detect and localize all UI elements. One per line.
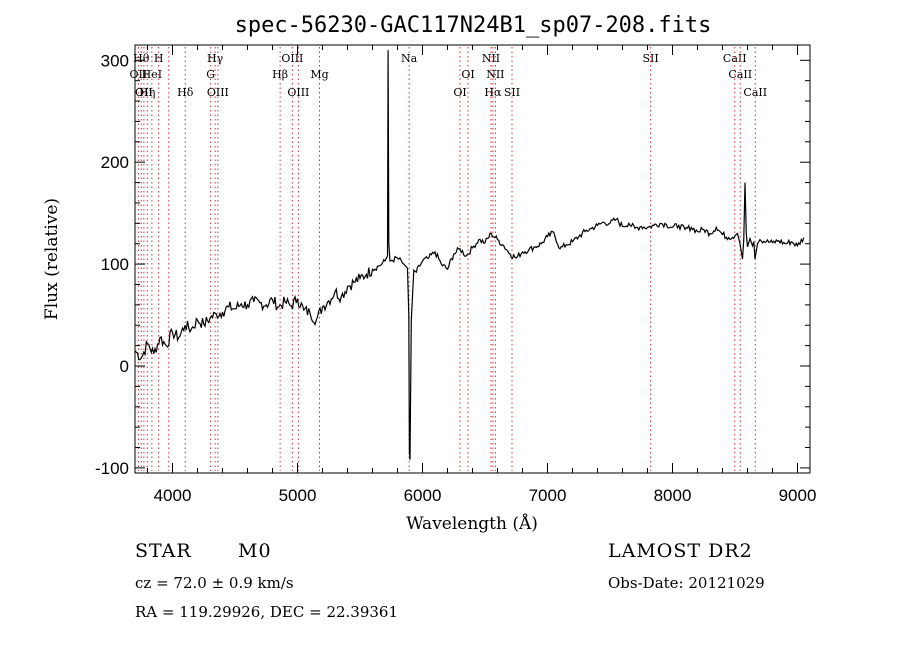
line-label: Hδ <box>177 86 194 99</box>
line-label: CaII <box>723 52 747 65</box>
line-label: Hα <box>484 86 502 99</box>
observation-date: Obs-Date: 20121029 <box>608 574 765 592</box>
spectrum-line <box>134 50 805 460</box>
spectral-subclass: M0 <box>238 540 272 562</box>
x-tick-label: 4000 <box>154 486 192 505</box>
line-label: OIII <box>287 86 309 99</box>
survey-name: LAMOST DR2 <box>608 540 753 562</box>
x-tick-label: 5000 <box>279 486 317 505</box>
line-label: Hβ <box>272 68 288 81</box>
axis-ticks: 4000 5000 6000 7000 8000 9000 -100 0 100 200 300 <box>95 45 816 505</box>
plot-frame <box>134 44 811 474</box>
line-label: OII <box>135 86 153 99</box>
x-axis-label: Wavelength (Å) <box>406 513 538 534</box>
emission-line-markers: OIIHθOIIHηHeIHHδGHγOIIIHβOIIIOIIIMgNaOIO… <box>130 47 767 471</box>
line-label: CaII <box>728 68 752 81</box>
spectrum-chart: spec-56230-GAC117N24B1_sp07-208.fits OII… <box>42 13 816 534</box>
line-label: OIII <box>207 86 229 99</box>
line-label: G <box>206 68 215 81</box>
line-label: NII <box>486 68 504 81</box>
line-label: Na <box>401 52 418 65</box>
line-label: HeI <box>142 68 162 81</box>
y-tick-label: 300 <box>101 51 129 70</box>
coordinates: RA = 119.29926, DEC = 22.39361 <box>135 603 399 621</box>
line-label: Mg <box>310 68 328 81</box>
line-label: SII <box>643 52 659 65</box>
object-type: STAR <box>135 540 192 562</box>
line-label: Hθ <box>133 52 150 65</box>
x-tick-label: 7000 <box>529 486 567 505</box>
y-tick-label: 0 <box>120 357 129 376</box>
x-tick-label: 8000 <box>654 486 692 505</box>
line-label: OI <box>453 86 466 99</box>
line-label: Hγ <box>207 52 224 65</box>
line-label: H <box>154 52 164 65</box>
line-label: OI <box>461 68 474 81</box>
y-tick-label: 200 <box>101 153 129 172</box>
x-tick-label: 9000 <box>779 486 817 505</box>
y-tick-label: 100 <box>101 255 129 274</box>
y-tick-label: -100 <box>95 459 129 478</box>
line-label: Hη <box>139 86 155 99</box>
chart-title: spec-56230-GAC117N24B1_sp07-208.fits <box>235 13 712 38</box>
line-label: OIII <box>281 52 303 65</box>
x-tick-label: 6000 <box>404 486 442 505</box>
redshift-cz: cz = 72.0 ± 0.9 km/s <box>135 574 294 592</box>
line-label: SII <box>504 86 520 99</box>
y-axis-label: Flux (relative) <box>42 198 62 320</box>
line-label: OII <box>130 68 148 81</box>
line-label: NII <box>482 52 500 65</box>
line-label: CaII <box>743 86 767 99</box>
